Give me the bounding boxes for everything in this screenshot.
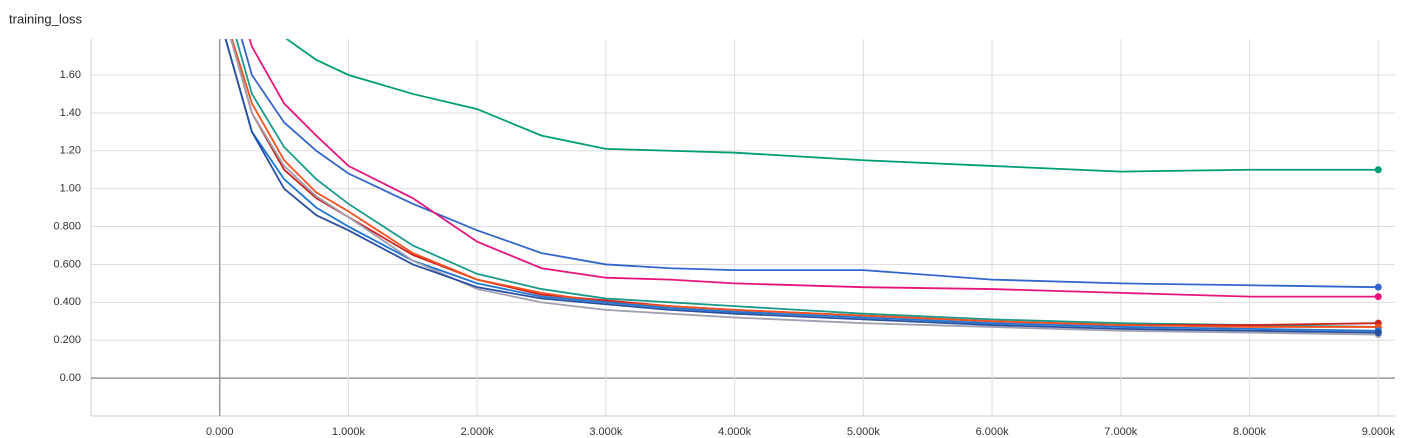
y-tick-label: 1.40 xyxy=(60,107,81,119)
end-point xyxy=(1374,293,1382,301)
series-line xyxy=(285,39,1379,173)
x-tick-label: 4.000k xyxy=(718,426,752,438)
plot-area xyxy=(224,39,1379,336)
x-tick-label: 1.000k xyxy=(332,426,366,438)
series-line xyxy=(224,39,1379,334)
series-line xyxy=(230,39,1379,326)
x-tick-label: 5.000k xyxy=(847,426,881,438)
series-line xyxy=(224,39,1379,332)
x-tick-label: 0.000 xyxy=(206,426,234,438)
y-tick-label: 0.400 xyxy=(53,296,81,308)
x-tick-label: 9.000k xyxy=(1362,426,1396,438)
series-line xyxy=(240,39,1379,289)
end-point xyxy=(1374,166,1382,174)
x-tick-label: 8.000k xyxy=(1233,426,1267,438)
end-point xyxy=(1374,329,1382,337)
series-line xyxy=(231,39,1379,328)
x-tick-label: 6.000k xyxy=(976,426,1010,438)
grid xyxy=(90,39,1395,417)
y-tick-label: 0.600 xyxy=(53,258,81,270)
y-tick-label: 0.200 xyxy=(53,334,81,346)
x-tick-label: 7.000k xyxy=(1104,426,1138,438)
y-tick-label: 1.60 xyxy=(60,69,81,81)
series-line xyxy=(230,39,1379,336)
y-tick-label: 1.20 xyxy=(60,145,81,157)
chart-title: training_loss xyxy=(9,11,82,26)
end-point xyxy=(1374,283,1382,291)
series-line xyxy=(235,39,1379,328)
series-line xyxy=(248,39,1379,298)
y-tick-label: 0.800 xyxy=(53,220,81,232)
x-tick-label: 3.000k xyxy=(589,426,623,438)
y-tick-label: 0.00 xyxy=(60,372,81,384)
x-tick-label: 2.000k xyxy=(461,426,495,438)
y-tick-label: 1.00 xyxy=(60,183,81,195)
